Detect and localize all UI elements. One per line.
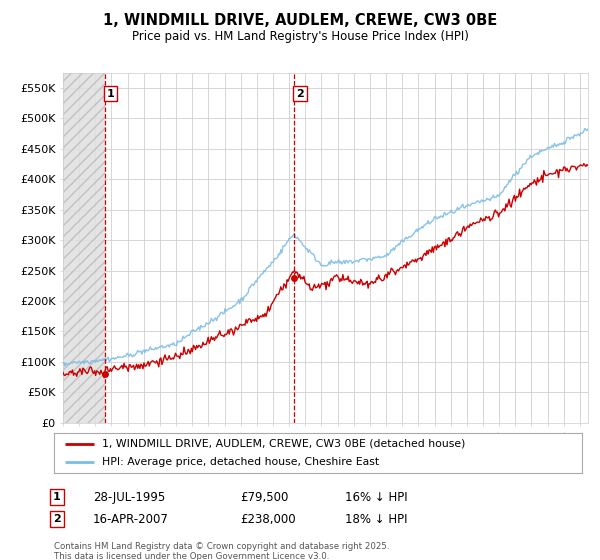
Bar [63,73,104,423]
Text: 1: 1 [107,88,115,99]
Text: 28-JUL-1995: 28-JUL-1995 [93,491,165,504]
Text: 16% ↓ HPI: 16% ↓ HPI [345,491,407,504]
Text: Contains HM Land Registry data © Crown copyright and database right 2025.
This d: Contains HM Land Registry data © Crown c… [54,542,389,560]
Text: £79,500: £79,500 [240,491,289,504]
Text: 18% ↓ HPI: 18% ↓ HPI [345,512,407,526]
Text: 2: 2 [53,514,61,524]
Text: 16-APR-2007: 16-APR-2007 [93,512,169,526]
Text: 1: 1 [53,492,61,502]
Text: Price paid vs. HM Land Registry's House Price Index (HPI): Price paid vs. HM Land Registry's House … [131,30,469,43]
Text: 1, WINDMILL DRIVE, AUDLEM, CREWE, CW3 0BE: 1, WINDMILL DRIVE, AUDLEM, CREWE, CW3 0B… [103,13,497,28]
Text: £238,000: £238,000 [240,512,296,526]
Text: 2: 2 [296,88,304,99]
Text: HPI: Average price, detached house, Cheshire East: HPI: Average price, detached house, Ches… [101,458,379,467]
Text: 1, WINDMILL DRIVE, AUDLEM, CREWE, CW3 0BE (detached house): 1, WINDMILL DRIVE, AUDLEM, CREWE, CW3 0B… [101,439,465,449]
